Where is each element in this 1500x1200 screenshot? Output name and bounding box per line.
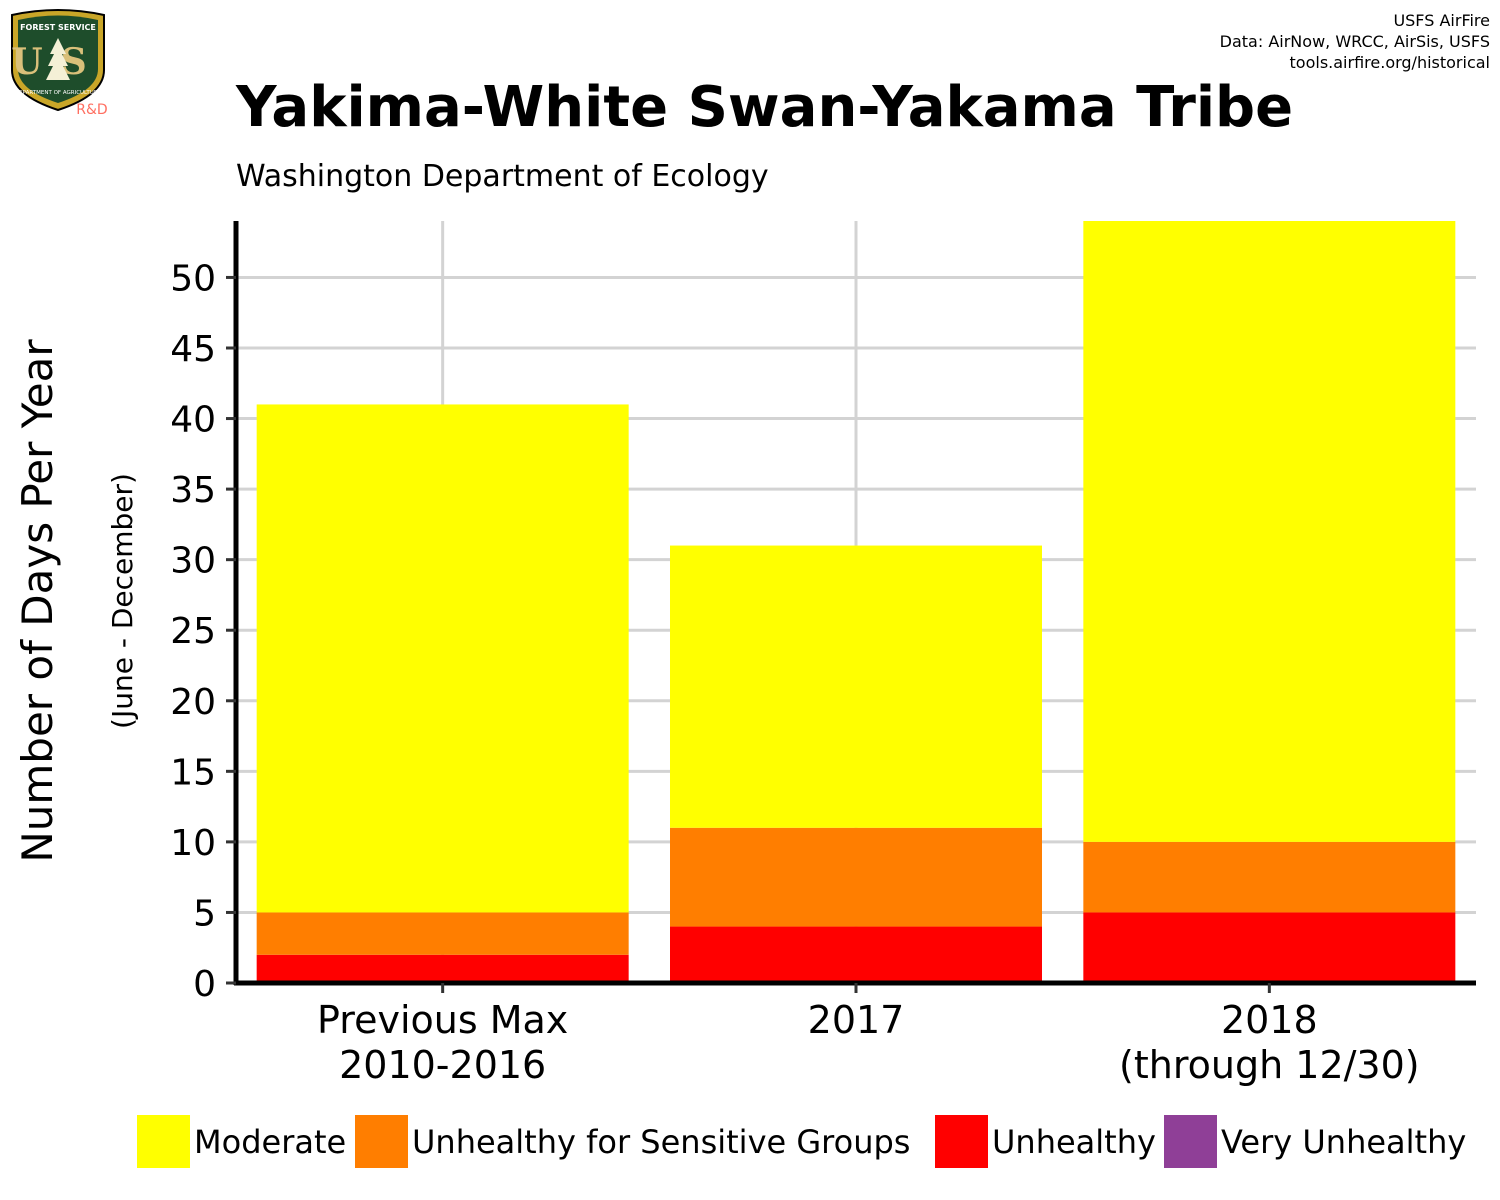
y-tick-label: 20: [170, 682, 216, 723]
legend-label: Moderate: [194, 1123, 346, 1161]
credit-line-1: USFS AirFire: [1393, 11, 1490, 30]
chart-title: Yakima-White Swan-Yakama Tribe: [235, 75, 1293, 140]
legend-label: Very Unhealthy: [1221, 1123, 1466, 1161]
bar-segment: [670, 545, 1042, 828]
credit-line-3: tools.airfire.org/historical: [1290, 53, 1490, 72]
legend-swatch: [1164, 1115, 1217, 1168]
y-tick-label: 35: [170, 470, 216, 511]
bar-segment: [256, 912, 629, 955]
x-tick-label: (through 12/30): [1119, 1043, 1420, 1087]
y-tick-label: 0: [193, 964, 216, 1005]
bar-segment: [256, 954, 629, 983]
bar-segment: [256, 404, 629, 913]
y-tick-label: 50: [170, 258, 216, 299]
logo-badge-text: R&D: [76, 102, 107, 118]
bar-segment: [670, 827, 1042, 927]
y-tick-label: 40: [170, 400, 216, 441]
x-tick-label: Previous Max: [317, 998, 568, 1042]
legend-swatch: [935, 1115, 988, 1168]
y-tick-label: 25: [170, 611, 216, 652]
axes: 0 5 10 15 20 25 30 35 40 45 50 Previous Max2010-201…: [170, 221, 1476, 1087]
bar-segment: [1083, 912, 1456, 983]
legend-swatch: [137, 1115, 190, 1168]
legend-label: Unhealthy: [992, 1123, 1156, 1161]
logo-top-text: FOREST SERVICE: [20, 23, 96, 32]
x-tick-label: 2010-2016: [339, 1043, 546, 1087]
y-tick-label: 5: [193, 893, 216, 934]
chart-subtitle: Washington Department of Ecology: [236, 159, 769, 194]
y-tick-label: 15: [170, 752, 216, 793]
y-tick-label: 30: [170, 541, 216, 582]
bars: [256, 221, 1456, 983]
logo-bottom-text: DEPARTMENT OF AGRICULTURE: [15, 90, 102, 96]
y-axis-sublabel: (June - December): [106, 473, 139, 729]
legend-label: Unhealthy for Sensitive Groups: [412, 1123, 910, 1161]
y-axis-label: Number of Days Per Year: [13, 339, 62, 863]
legend: Moderate Unhealthy for Sensitive Groups Un…: [137, 1115, 1466, 1168]
bar-segment: [1083, 221, 1456, 842]
credit-line-2: Data: AirNow, WRCC, AirSis, USFS: [1220, 32, 1490, 51]
bar-segment: [670, 926, 1042, 983]
bar-segment: [1083, 841, 1456, 913]
x-tick-label: 2017: [808, 998, 905, 1042]
usfs-logo: FOREST SERVICE US DEPARTMENT OF AGRICULT…: [11, 9, 108, 118]
y-tick-label: 45: [170, 329, 216, 370]
tree-icon: [46, 38, 70, 80]
x-tick-label: 2018: [1221, 998, 1318, 1042]
legend-swatch: [355, 1115, 408, 1168]
y-tick-label: 10: [170, 823, 216, 864]
